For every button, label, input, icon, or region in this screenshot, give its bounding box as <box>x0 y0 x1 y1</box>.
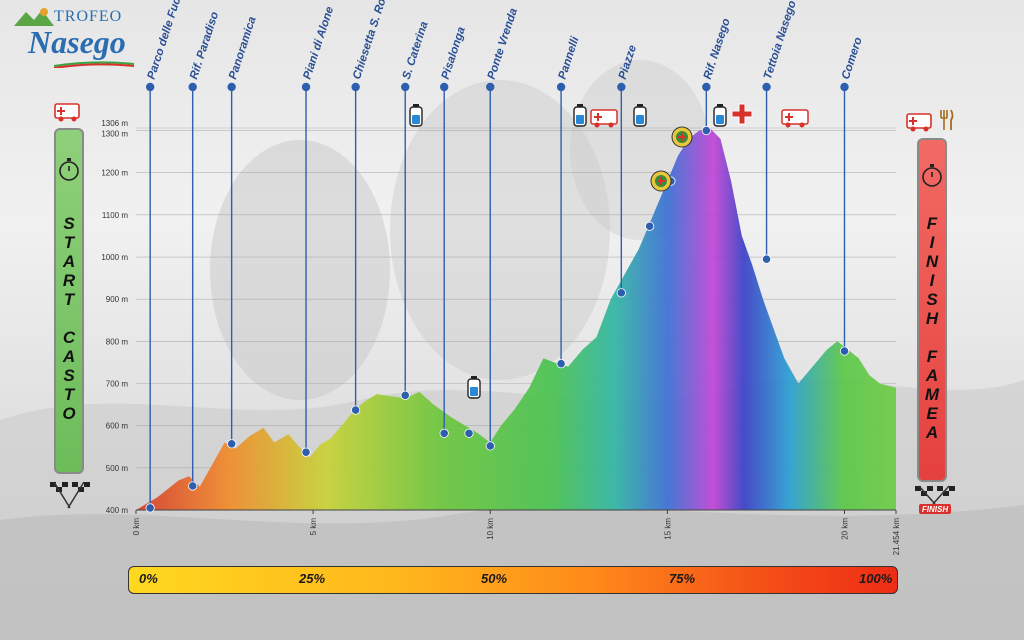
waypoint-label: Rif. Paradiso <box>188 10 221 81</box>
water-bottle-icon <box>633 104 647 127</box>
finish-label: F I N I S H F A M E A <box>924 214 940 442</box>
waypoint-top-dot <box>401 82 410 92</box>
waypoint-top-dot <box>439 82 449 92</box>
progress-percent-label: 75% <box>669 571 696 586</box>
waypoint-label: Rif. Nasego <box>702 17 733 81</box>
waypoint-top-dot <box>145 82 155 92</box>
y-tick-label: 1300 m <box>101 130 128 139</box>
x-tick-label: 21.454 km <box>892 518 901 556</box>
logo-trofeo-text: TROFEO <box>54 8 123 25</box>
waypoint-point <box>188 481 198 491</box>
waypoint-label: Pannelli <box>557 35 582 81</box>
waypoint-top-dot <box>556 82 566 92</box>
waypoint-top-dot <box>188 82 197 92</box>
red-cross-icon <box>731 103 753 125</box>
waypoint-point <box>227 439 237 449</box>
waypoint-top-dot <box>762 82 771 92</box>
y-tick-label: 700 m <box>106 380 129 389</box>
stopwatch-icon <box>59 158 79 181</box>
waypoint-label: Panoramica <box>227 15 259 81</box>
finish-flag-text: FINISH <box>922 505 948 514</box>
start-ambulance-icon <box>54 103 80 122</box>
progress-percent-label: 50% <box>481 571 508 586</box>
water-bottle-icon <box>409 104 423 127</box>
water-bottle-icon <box>573 104 587 127</box>
waypoint-label: Parco delle Fucine <box>146 0 189 81</box>
y-tick-label: 800 m <box>106 337 129 346</box>
waypoint-top-dot <box>617 82 626 92</box>
x-tick-label: 15 km <box>663 518 672 540</box>
y-tick-label: 1306 m <box>101 119 128 128</box>
waypoint-label: Comero <box>840 36 865 81</box>
waypoint-point <box>145 503 155 513</box>
waypoint-label: S. Caterina <box>401 20 431 81</box>
start-panel: S T A R T C A S T O <box>54 128 84 474</box>
waypoint-point <box>839 346 850 356</box>
progress-percentage-bar: 0% 25% 50% 75% 100% <box>128 566 898 594</box>
progress-percent-label: 25% <box>299 571 326 586</box>
x-tick-label: 5 km <box>309 518 318 536</box>
start-label: S T A R T C A S T O <box>62 214 76 423</box>
y-tick-label: 1100 m <box>102 211 128 220</box>
waypoint-top-dot <box>486 82 495 92</box>
waypoint-point <box>761 254 772 264</box>
waypoint-point <box>616 288 626 298</box>
elevation-area <box>136 128 896 510</box>
waypoint-label: Piazze <box>617 43 639 81</box>
waypoint-label: Pisalonga <box>440 25 468 81</box>
waypoint-top-dot <box>351 82 360 92</box>
start-checkered-flag-icon <box>50 481 90 509</box>
waypoint-label: Tettoia Nasego <box>762 0 799 81</box>
waypoint-top-dot <box>702 82 711 92</box>
logo-flag-stripe <box>54 61 134 68</box>
y-tick-label: 1000 m <box>101 253 128 262</box>
progress-percent-label: 0% <box>139 571 158 586</box>
ambulance-icon <box>781 109 809 128</box>
waypoint-label: Piani di Alone <box>301 5 336 81</box>
stopwatch-icon <box>922 164 942 187</box>
water-bottle-icon <box>467 376 481 399</box>
waypoint-top-dot <box>301 82 311 92</box>
waypoint-point <box>351 405 361 415</box>
finish-panel: F I N I S H F A M E A <box>917 138 947 482</box>
y-tick-label: 500 m <box>106 464 129 473</box>
rescue-point <box>464 428 474 438</box>
logo-nasego-text: Nasego <box>28 24 126 60</box>
waypoint-top-dot <box>227 82 236 92</box>
x-tick-label: 20 km <box>840 518 849 540</box>
waypoint-point <box>556 359 566 369</box>
waypoint-top-dot <box>840 82 849 92</box>
fork-knife-icon <box>940 109 954 130</box>
rescue-badge-icon <box>650 170 672 192</box>
y-tick-label: 900 m <box>106 295 129 304</box>
y-tick-label: 1200 m <box>101 169 128 178</box>
waypoint-point <box>439 428 449 438</box>
progress-percent-label: 100% <box>859 571 893 586</box>
finish-ambulance-icon <box>906 113 932 132</box>
waypoint-point <box>485 441 495 451</box>
x-tick-label: 10 km <box>486 518 495 540</box>
rescue-point <box>645 221 655 231</box>
water-bottle-icon <box>713 104 727 127</box>
y-tick-label: 400 m <box>106 506 129 515</box>
finish-checkered-flag-icon: FINISH <box>915 485 955 514</box>
ambulance-icon <box>590 109 618 128</box>
waypoint-point <box>701 125 711 136</box>
trofeo-nasego-logo: TROFEO Nasego <box>14 6 134 68</box>
x-tick-label: 0 km <box>132 518 141 536</box>
waypoint-point <box>301 447 311 457</box>
rescue-badge-icon <box>671 126 693 148</box>
waypoint-label: Ponte Vrenda <box>486 6 520 81</box>
waypoint-point <box>400 390 410 400</box>
waypoint-label: Chiesetta S. Rocco <box>351 0 395 81</box>
y-tick-label: 600 m <box>106 422 129 431</box>
mountain-logo-icon <box>14 8 54 26</box>
